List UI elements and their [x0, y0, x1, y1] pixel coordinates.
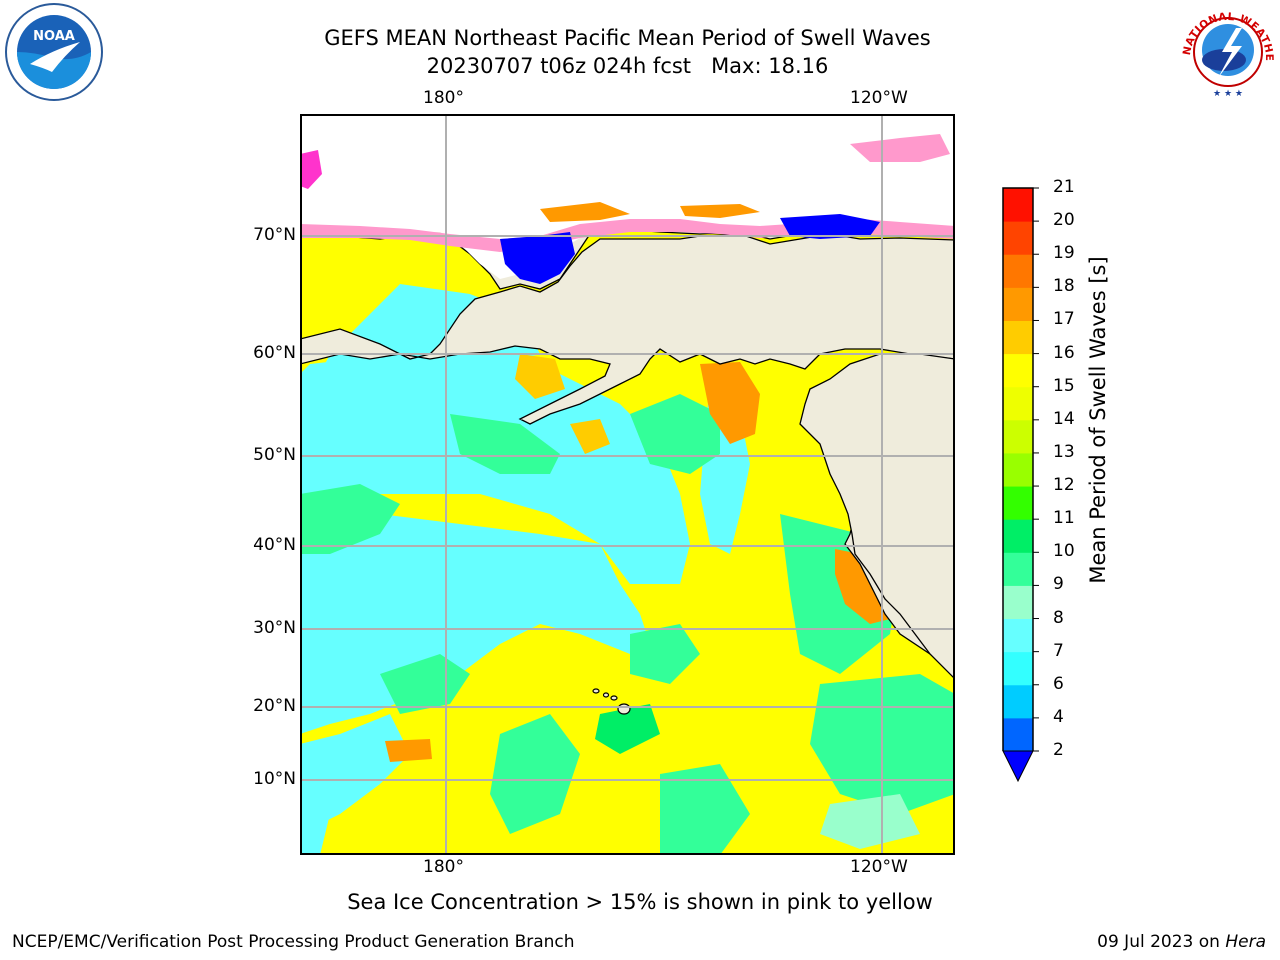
colorbar-segment — [1003, 353, 1033, 388]
lat-label-20n: 20°N — [253, 696, 296, 716]
chart-title: GEFS MEAN Northeast Pacific Mean Period … — [324, 26, 931, 50]
colorbar — [1002, 187, 1039, 783]
colorbar-tick-label: 13 — [1053, 441, 1075, 462]
colorbar-tick-label: 11 — [1053, 508, 1075, 529]
lon-label-top-180: 180° — [423, 88, 464, 108]
colorbar-tick-label: 12 — [1053, 475, 1075, 496]
lat-label-40n: 40°N — [253, 535, 296, 555]
noaa-logo-text: NOAA — [33, 29, 75, 44]
colorbar-segment — [1003, 188, 1033, 222]
colorbar-segment — [1003, 519, 1033, 553]
graticule — [300, 114, 955, 855]
lat-label-60n: 60°N — [253, 343, 296, 363]
colorbar-segment — [1003, 585, 1033, 620]
lat-label-50n: 50°N — [253, 445, 296, 465]
chart-subtitle: 20230707 t06z 024h fcst Max: 18.16 — [426, 54, 829, 78]
colorbar-segment — [1003, 452, 1033, 487]
colorbar-extend-arrow — [1002, 750, 1034, 783]
nws-logo: NATIONAL WEATHER SERVICE ★ ★ ★ — [1178, 2, 1276, 100]
ice-blue-region — [500, 232, 575, 284]
colorbar-tick-label: 19 — [1053, 243, 1075, 264]
colorbar-segment — [1003, 254, 1033, 288]
colorbar-tick-label: 2 — [1053, 740, 1064, 760]
colorbar-segment — [1003, 651, 1033, 686]
colorbar-segment — [1003, 486, 1033, 520]
lat-label-70n: 70°N — [253, 225, 296, 245]
colorbar-segment — [1003, 320, 1033, 355]
lat-label-30n: 30°N — [253, 618, 296, 638]
orange-swell-region-gulf-of-alaska — [700, 362, 760, 444]
noaa-logo: NOAA — [5, 3, 103, 101]
svg-text:★ ★ ★: ★ ★ ★ — [1213, 89, 1243, 99]
colorbar-segment — [1003, 221, 1033, 255]
map-frame — [300, 114, 955, 855]
lon-label-bottom-120w: 120°W — [850, 857, 908, 877]
footer-credit: NCEP/EMC/Verification Post Processing Pr… — [12, 932, 575, 952]
colorbar-tick-label: 4 — [1053, 706, 1064, 727]
colorbar-title: Mean Period of Swell Waves [s] — [1086, 256, 1110, 584]
colorbar-segment — [1003, 419, 1033, 454]
colorbar-frame — [1002, 187, 1034, 751]
colorbar-tick-label: 9 — [1053, 574, 1064, 595]
colorbar-tick-label: 8 — [1053, 607, 1064, 628]
colorbar-segment — [1003, 287, 1033, 321]
colorbar-segment — [1003, 717, 1033, 752]
lon-label-bottom-180: 180° — [423, 857, 464, 877]
colorbar-tick-label: 14 — [1053, 408, 1075, 429]
map-panel — [300, 114, 955, 855]
colorbar-tick-label: 15 — [1053, 375, 1075, 396]
colorbar-segment — [1003, 618, 1033, 653]
colorbar-segment — [1003, 386, 1033, 421]
footer-date-text: 09 Jul 2023 on — [1097, 932, 1220, 952]
colorbar-tick-label: 10 — [1053, 541, 1075, 562]
footer-date: 09 Jul 2023 on Hera — [1097, 932, 1266, 952]
colorbar-tick-label: 21 — [1053, 177, 1075, 197]
sea-ice-note: Sea Ice Concentration > 15% is shown in … — [347, 890, 933, 914]
colorbar-tick-label: 18 — [1053, 276, 1075, 297]
colorbar-tick-label: 6 — [1053, 673, 1064, 694]
colorbar-tick-label: 7 — [1053, 640, 1064, 661]
lon-label-top-120w: 120°W — [850, 88, 908, 108]
colorbar-segment — [1003, 684, 1033, 719]
colorbar-tick-label: 20 — [1053, 210, 1075, 231]
footer-host: Hera — [1225, 932, 1266, 952]
colorbar-tick-label: 16 — [1053, 342, 1075, 363]
colorbar-tick-label: 17 — [1053, 309, 1075, 330]
colorbar-segment — [1003, 552, 1033, 586]
lat-label-10n: 10°N — [253, 769, 296, 789]
